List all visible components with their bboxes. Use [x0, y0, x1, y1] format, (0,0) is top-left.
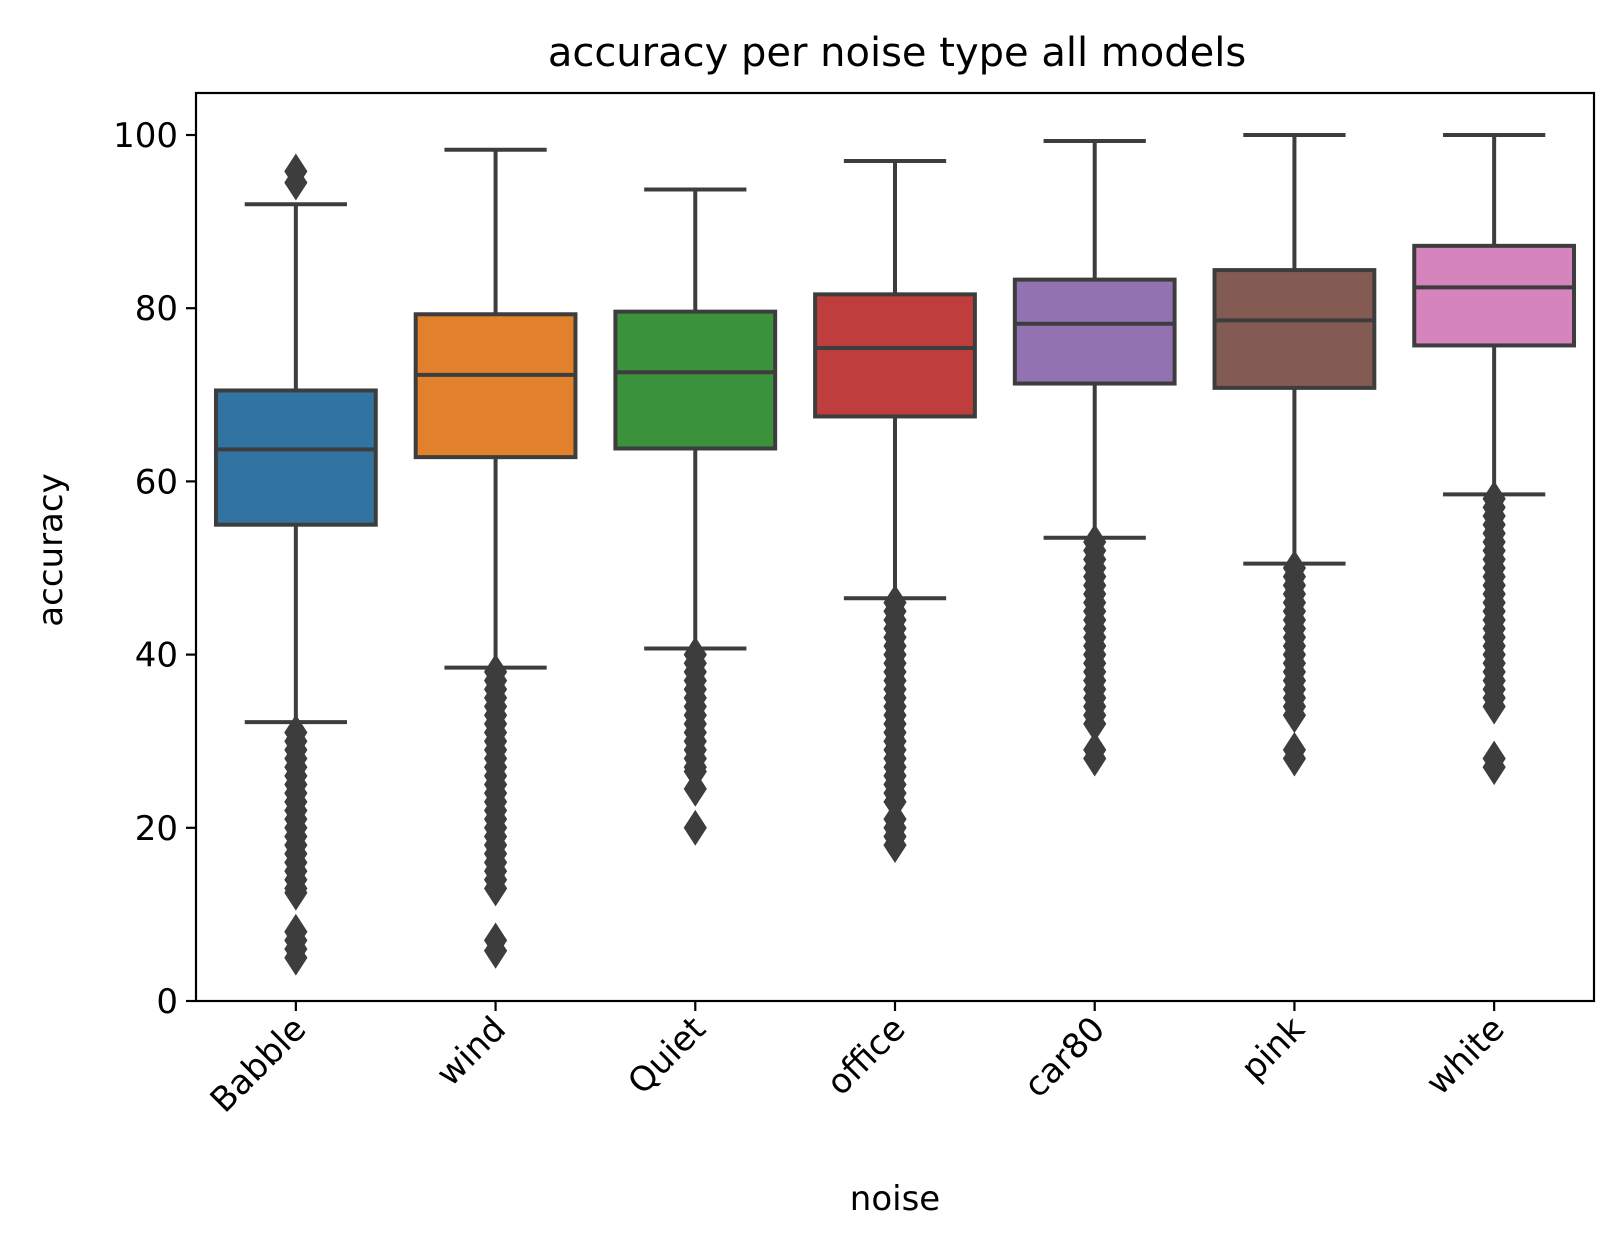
x-tick-label: car80	[1016, 1009, 1113, 1106]
outlier-point	[284, 874, 308, 911]
y-tick-label: 20	[135, 809, 178, 849]
y-tick-label: 40	[135, 636, 178, 676]
outlier-point	[284, 939, 308, 976]
outlier-point	[1282, 740, 1307, 777]
boxes-group	[213, 133, 1577, 976]
iqr-box	[1012, 277, 1177, 386]
outlier-point	[1083, 740, 1107, 777]
y-axis: 0 20 40 60 80 100	[113, 116, 196, 1022]
iqr-box	[1412, 243, 1577, 348]
x-tick-label: office	[819, 1009, 913, 1103]
x-tick-label: wind	[429, 1009, 514, 1094]
box-pink	[1212, 133, 1377, 777]
y-tick-label: 100	[113, 116, 178, 156]
box-babble	[213, 153, 378, 976]
x-tick-label: pink	[1233, 1009, 1313, 1089]
outlier-point	[683, 770, 707, 807]
y-tick-label: 0	[156, 982, 178, 1022]
chart-title: accuracy per noise type all models	[548, 30, 1246, 76]
box-car80	[1012, 139, 1177, 777]
iqr-box	[813, 292, 977, 419]
x-tick-label: white	[1418, 1009, 1512, 1103]
box-white	[1412, 133, 1577, 786]
x-axis-label: noise	[850, 1179, 940, 1219]
x-tick-label: Babble	[203, 1009, 315, 1121]
y-axis-label: accuracy	[31, 473, 71, 626]
outlier-point	[483, 870, 508, 907]
iqr-box	[613, 309, 778, 451]
y-tick-label: 60	[135, 462, 178, 502]
x-axis: Babble wind Quiet office car80 pink white	[203, 1001, 1513, 1121]
box-wind	[413, 147, 578, 969]
outlier-point	[1482, 749, 1506, 786]
box-office	[813, 158, 977, 864]
outlier-point	[284, 164, 308, 201]
iqr-box	[1212, 268, 1377, 390]
outlier-point	[883, 827, 907, 864]
outlier-point	[1482, 688, 1506, 725]
iqr-box	[213, 388, 378, 527]
x-tick-label: Quiet	[620, 1009, 713, 1102]
outlier-point	[483, 932, 508, 969]
y-tick-label: 80	[135, 289, 178, 329]
box-quiet	[613, 187, 778, 846]
outlier-point	[683, 809, 707, 846]
iqr-box	[413, 312, 578, 460]
